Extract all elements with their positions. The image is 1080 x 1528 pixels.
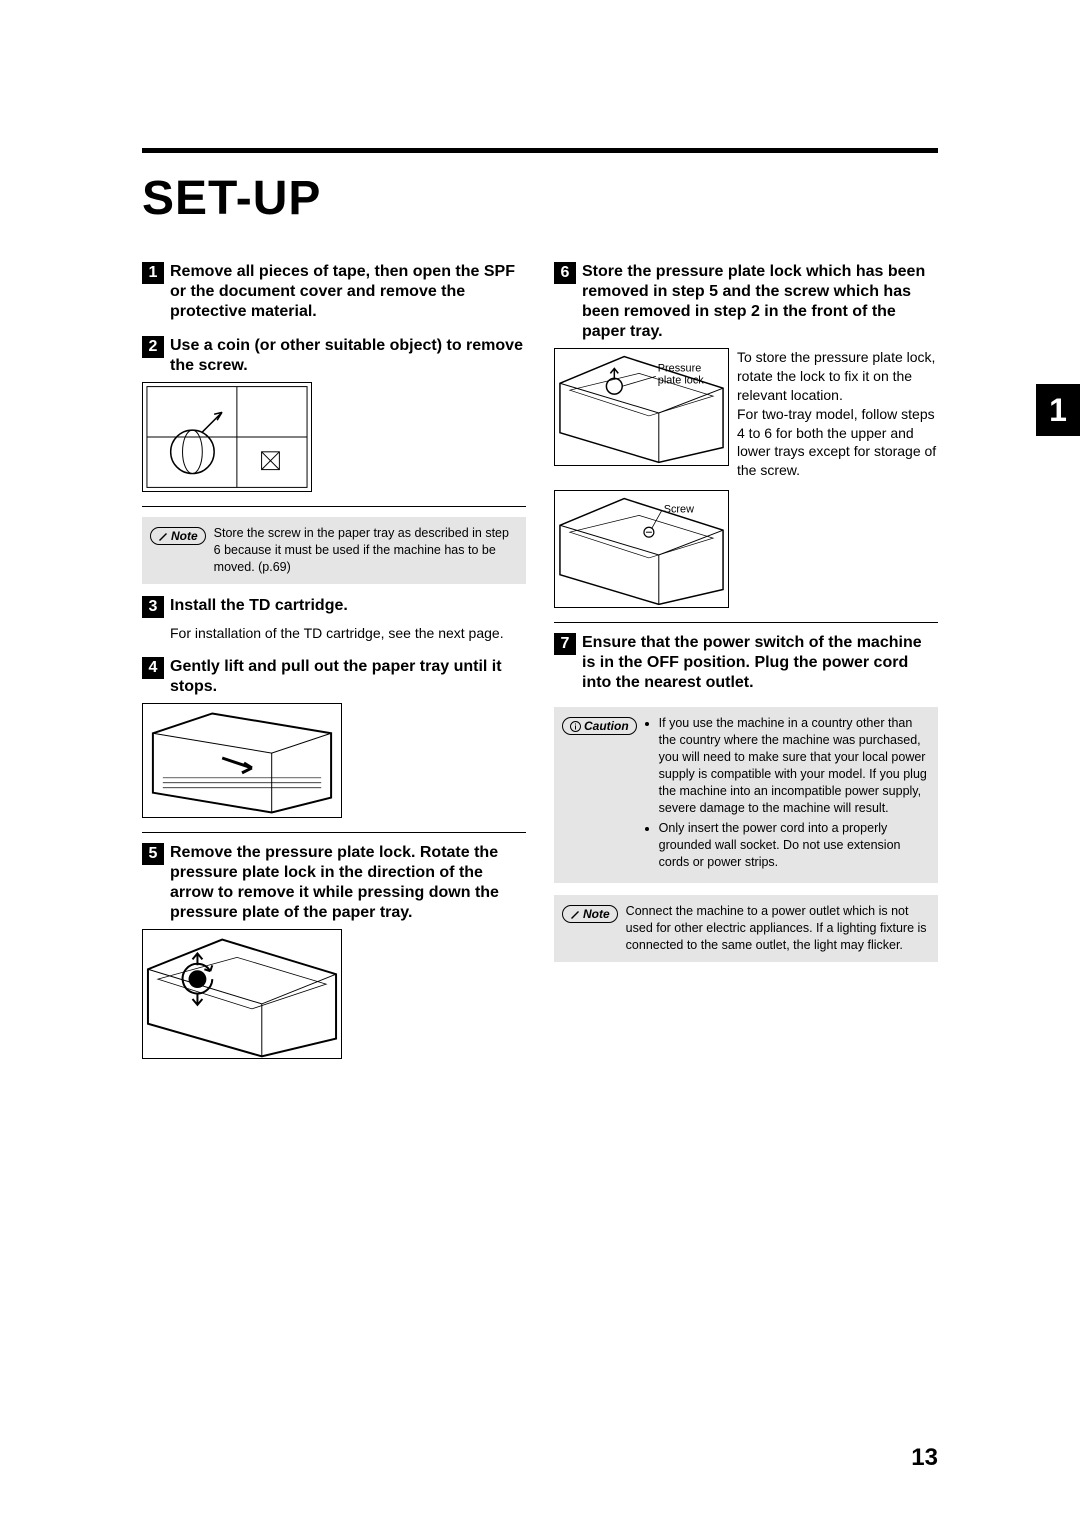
step-number: 2: [142, 336, 164, 358]
step6-row-b: Screw: [554, 490, 938, 608]
page-number: 13: [911, 1444, 938, 1472]
step-title: Remove the pressure plate lock. Rotate t…: [170, 843, 526, 923]
top-rule: [142, 148, 938, 153]
page-content: SET-UP 1 Remove all pieces of tape, then…: [142, 148, 938, 1073]
info-icon: [570, 721, 581, 732]
note-callout: Note Store the screw in the paper tray a…: [142, 517, 526, 584]
note-text: Connect the machine to a power outlet wh…: [626, 903, 930, 954]
diagram-pressure-plate: [142, 929, 342, 1059]
diagram-store-screw: Screw: [554, 490, 729, 608]
rule: [142, 506, 526, 507]
caution-item: Only insert the power cord into a proper…: [659, 820, 930, 871]
step-5: 5 Remove the pressure plate lock. Rotate…: [142, 843, 526, 1059]
step6-body: To store the pressure plate lock, rotate…: [737, 348, 938, 480]
pencil-icon: [158, 531, 168, 541]
chapter-tab: 1: [1036, 384, 1080, 436]
step-body: For installation of the TD cartridge, se…: [170, 624, 526, 643]
step-4: 4 Gently lift and pull out the paper tra…: [142, 657, 526, 818]
step-title: Remove all pieces of tape, then open the…: [170, 262, 526, 322]
pencil-icon: [570, 909, 580, 919]
step-number: 5: [142, 843, 164, 865]
svg-text:plate lock: plate lock: [658, 374, 704, 386]
svg-text:Pressure: Pressure: [658, 362, 701, 374]
step-number: 7: [554, 633, 576, 655]
step-title: Use a coin (or other suitable object) to…: [170, 336, 526, 376]
page-title: SET-UP: [142, 171, 938, 226]
step-1: 1 Remove all pieces of tape, then open t…: [142, 262, 526, 322]
caution-label: Caution: [562, 717, 637, 735]
step-title: Install the TD cartridge.: [170, 596, 348, 616]
note-label-text: Note: [583, 907, 610, 921]
step-number: 3: [142, 596, 164, 618]
step6-row-a: Pressure plate lock To store the pressur…: [554, 348, 938, 480]
note-label: Note: [150, 527, 206, 545]
right-column: 6 Store the pressure plate lock which ha…: [554, 262, 938, 1073]
note-callout: Note Connect the machine to a power outl…: [554, 895, 938, 962]
step-title: Ensure that the power switch of the mach…: [582, 633, 938, 693]
svg-text:Screw: Screw: [664, 504, 694, 516]
step-2: 2 Use a coin (or other suitable object) …: [142, 336, 526, 492]
rule: [142, 832, 526, 833]
columns: 1 Remove all pieces of tape, then open t…: [142, 262, 938, 1073]
step-number: 6: [554, 262, 576, 284]
diagram-store-lock: Pressure plate lock: [554, 348, 729, 466]
step-6: 6 Store the pressure plate lock which ha…: [554, 262, 938, 608]
diagram-paper-tray: [142, 703, 342, 818]
note-label: Note: [562, 905, 618, 923]
diagram-coin-screw: [142, 382, 312, 492]
step-title: Store the pressure plate lock which has …: [582, 262, 938, 342]
caution-text: If you use the machine in a country othe…: [645, 715, 930, 875]
step-number: 4: [142, 657, 164, 679]
step-3: 3 Install the TD cartridge. For installa…: [142, 596, 526, 643]
left-column: 1 Remove all pieces of tape, then open t…: [142, 262, 526, 1073]
caution-item: If you use the machine in a country othe…: [659, 715, 930, 816]
caution-callout: Caution If you use the machine in a coun…: [554, 707, 938, 883]
step-number: 1: [142, 262, 164, 284]
step-title: Gently lift and pull out the paper tray …: [170, 657, 526, 697]
caution-label-text: Caution: [584, 719, 629, 733]
step-7: 7 Ensure that the power switch of the ma…: [554, 633, 938, 693]
note-label-text: Note: [171, 529, 198, 543]
note-text: Store the screw in the paper tray as des…: [214, 525, 518, 576]
rule: [554, 622, 938, 623]
